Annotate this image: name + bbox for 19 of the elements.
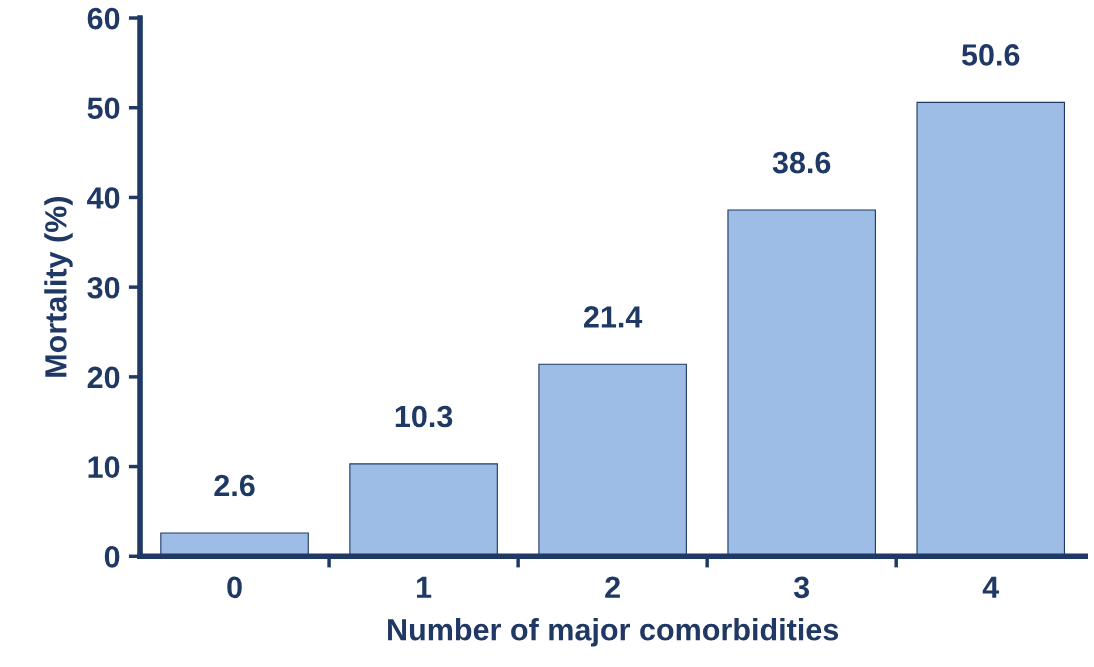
y-tick-label: 50 [87, 97, 120, 120]
data-label: 2.6 [214, 474, 255, 497]
y-tick-label: 40 [87, 187, 120, 209]
x-tick-label: 0 [227, 576, 242, 599]
y-tick-label: 0 [104, 546, 120, 568]
x-axis-title: Number of major comorbidities [388, 618, 839, 647]
y-tick-label: 60 [87, 7, 120, 30]
x-tick-label: 4 [982, 576, 1000, 598]
x-tick-label: 3 [793, 576, 810, 599]
y-axis-title: Mortality (%) [44, 196, 73, 377]
data-label: 38.6 [772, 151, 831, 174]
data-label: 50.6 [961, 44, 1020, 66]
x-tick-label: 2 [605, 576, 620, 598]
y-tick-label: 30 [87, 276, 120, 299]
y-tick-label: 10 [88, 456, 120, 478]
y-tick-label: 20 [87, 366, 120, 389]
data-label: 10.3 [395, 405, 453, 428]
data-label: 21.4 [583, 306, 643, 328]
x-tick-label: 1 [417, 576, 432, 598]
